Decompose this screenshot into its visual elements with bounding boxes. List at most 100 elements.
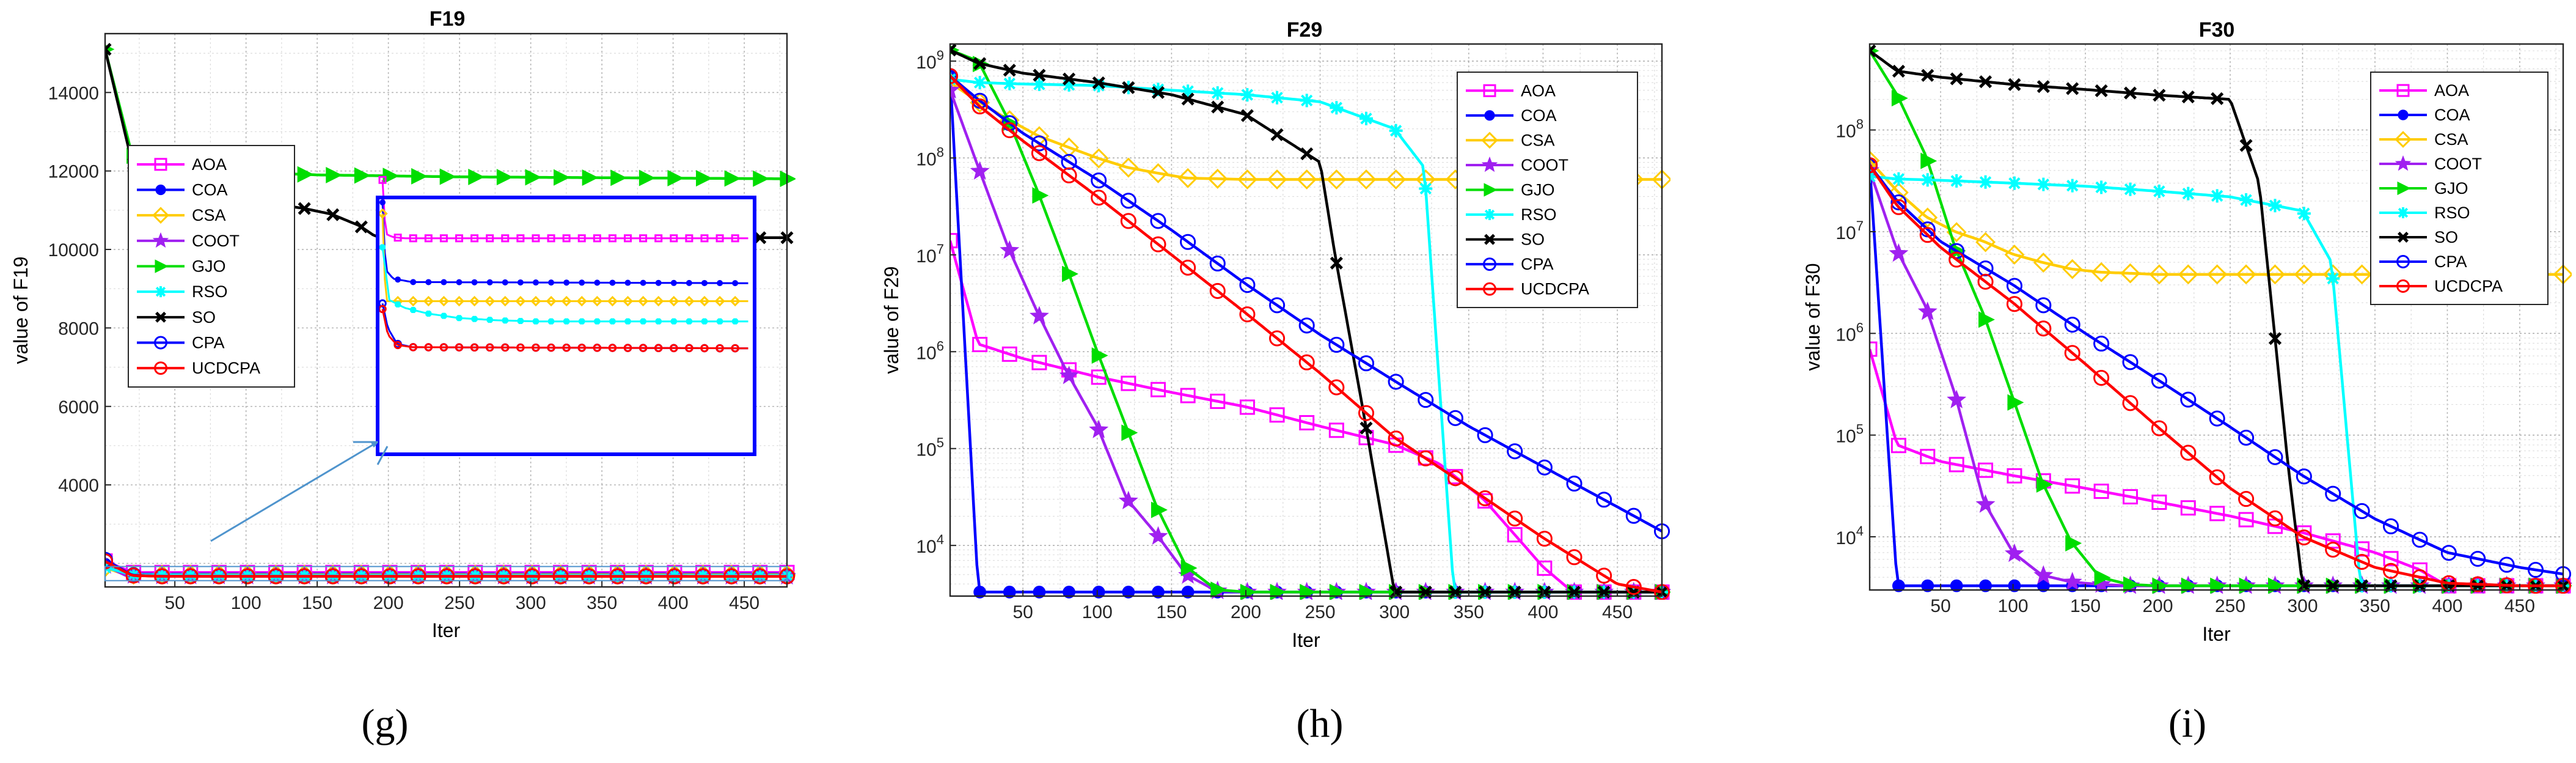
data-point-ucdcpa: [2064, 345, 2080, 361]
inset-series-coa: [379, 199, 748, 287]
data-point-rso: [1003, 76, 1017, 90]
inset-point-rso: [655, 318, 662, 325]
data-point-cpa: [2498, 556, 2515, 573]
inset-point-rso: [731, 318, 739, 325]
legend-marker-gjo: [2397, 181, 2411, 196]
data-point-cpa: [2209, 410, 2225, 427]
legend-label-so: SO: [1521, 230, 1545, 249]
data-point-aoa: [2065, 478, 2080, 494]
data-point-coot: [1118, 490, 1138, 510]
data-point-ucdcpa: [524, 568, 541, 584]
data-point-ucdcpa: [1625, 579, 1642, 595]
data-point-ucdcpa: [1061, 167, 1077, 183]
data-point-aoa: [1920, 449, 1936, 465]
inset-point-coa: [655, 279, 662, 286]
data-point-ucdcpa: [2354, 554, 2370, 570]
data-point-gjo: [411, 168, 428, 185]
legend-label-coa: COA: [2434, 106, 2470, 124]
data-point-ucdcpa: [1031, 145, 1047, 161]
data-point-ucdcpa: [324, 568, 341, 584]
data-point-ucdcpa: [609, 568, 626, 584]
legend-item-aoa: AOA: [137, 155, 227, 174]
data-point-coa: [1921, 579, 1934, 592]
data-point-so: [950, 43, 957, 57]
legend-item-coa: COA: [2379, 106, 2470, 124]
inset-point-coa: [425, 279, 432, 286]
data-point-gjo: [2123, 576, 2140, 593]
data-point-cpa: [2382, 518, 2399, 534]
data-point-ucdcpa: [1447, 470, 1463, 487]
series-ucdcpa: [950, 68, 1670, 600]
data-point-so: [298, 202, 311, 215]
data-point-gjo: [1121, 424, 1138, 441]
data-point-csa: [2120, 263, 2140, 284]
inset-point-ucdcpa: [393, 341, 402, 350]
series-line-ucdcpa: [950, 75, 1663, 594]
inset-point-ucdcpa: [455, 343, 464, 352]
data-point-ucdcpa: [296, 568, 313, 584]
data-point-cpa: [1625, 507, 1642, 524]
x-tick-label: 150: [2070, 596, 2101, 616]
data-point-coa: [1092, 586, 1105, 599]
y-tick-label: 108: [1835, 117, 1864, 142]
data-point-ucdcpa: [2470, 576, 2486, 592]
data-point-aoa: [2383, 551, 2399, 567]
legend-marker-aoa: [1483, 84, 1496, 97]
legend-marker-coot: [152, 232, 169, 248]
inset-point-coa: [686, 279, 692, 286]
legend-marker-aoa: [2396, 84, 2410, 97]
inset-point-aoa: [547, 234, 555, 243]
data-point-gjo: [2065, 535, 2082, 552]
data-point-csa: [1148, 163, 1168, 183]
data-point-aoa: [1121, 375, 1136, 391]
inset-point-csa: [453, 295, 465, 307]
data-point-gjo: [382, 168, 400, 185]
y-tick-label: 6000: [58, 397, 99, 418]
data-point-cpa: [1031, 135, 1047, 152]
inset-point-aoa: [624, 234, 632, 243]
data-point-csa: [2033, 252, 2054, 273]
inset-point-aoa: [439, 234, 448, 243]
inset-point-rso: [486, 316, 493, 323]
data-point-so: [2239, 139, 2253, 152]
data-point-rso: [2210, 189, 2224, 203]
y-tick-label: 109: [916, 48, 944, 73]
data-point-so: [2123, 86, 2137, 100]
x-tick-label: 400: [1528, 602, 1558, 622]
data-point-aoa: [2093, 484, 2109, 499]
legend-marker-rso: [1484, 209, 1495, 221]
data-point-csa: [2207, 264, 2228, 285]
data-point-ucdcpa: [2122, 395, 2139, 411]
series-so: [950, 43, 1669, 599]
data-point-ucdcpa: [950, 68, 959, 84]
inset-point-rso: [686, 318, 693, 325]
inset-point-coa: [548, 279, 555, 286]
data-point-rso: [2268, 199, 2282, 213]
data-point-cpa: [2238, 429, 2255, 446]
inset-point-ucdcpa: [516, 343, 525, 352]
data-point-rso: [1240, 88, 1254, 102]
inset-point-rso: [716, 318, 723, 325]
data-point-cpa: [2006, 278, 2023, 294]
data-point-csa: [1177, 168, 1198, 188]
inset-point-coa: [609, 279, 616, 286]
data-point-ucdcpa: [2325, 541, 2341, 558]
data-point-cpa: [2412, 531, 2428, 548]
series-ucdcpa: [1870, 157, 2572, 594]
data-point-gjo: [1062, 265, 1078, 282]
data-point-coot: [2004, 543, 2024, 562]
y-tick-label: 104: [1835, 523, 1864, 548]
data-point-so: [1181, 92, 1195, 106]
inset-series-aoa: [378, 175, 748, 243]
data-point-rso: [2095, 180, 2109, 194]
data-point-rso: [1032, 77, 1046, 91]
data-point-ucdcpa: [581, 568, 598, 584]
data-point-so: [2211, 92, 2224, 105]
data-point-ucdcpa: [1388, 430, 1404, 447]
data-point-cpa: [1447, 410, 1463, 426]
x-tick-label: 200: [373, 593, 404, 613]
inset-point-rso: [441, 312, 447, 319]
legend-label-cpa: CPA: [1521, 255, 1554, 273]
data-point-so: [2268, 332, 2282, 345]
inset-point-rso: [579, 318, 585, 325]
